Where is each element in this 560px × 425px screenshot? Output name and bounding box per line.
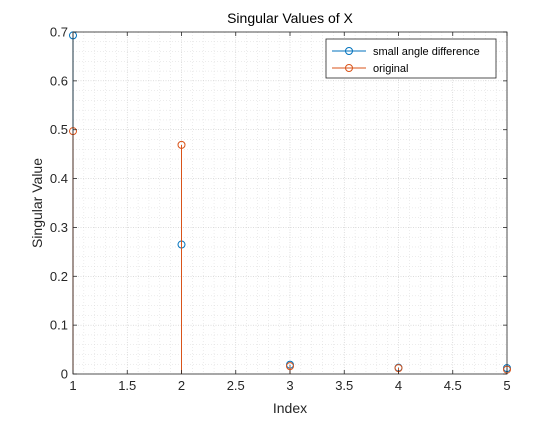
y-tick-label: 0.1	[50, 318, 68, 333]
y-axis-label: Singular Value	[29, 158, 45, 248]
y-tick-label: 0.6	[50, 73, 68, 88]
legend-label-original: original	[373, 63, 408, 75]
x-tick-label: 4.5	[444, 378, 462, 393]
y-tick-label: 0.2	[50, 269, 68, 284]
legend[interactable]: small angle difference original	[325, 38, 497, 79]
y-tick-label: 0.4	[50, 171, 68, 186]
stem-marker-original	[286, 362, 294, 371]
axis-tick-labels: 1 1.5 2 2.5 3 3.5 4 4.5 5 0 0.1 0.2 0.3 0.4 0.5 0.6 0.7	[50, 25, 511, 394]
y-tick-label: 0.7	[50, 25, 68, 40]
legend-marker-small-angle-difference	[345, 47, 353, 55]
x-tick-label: 3	[286, 378, 293, 393]
x-axis-label: Index	[273, 400, 307, 416]
x-tick-label: 5	[503, 378, 510, 393]
legend-marker-original	[345, 64, 353, 72]
x-tick-label: 4	[395, 378, 402, 393]
y-tick-label: 0.5	[50, 122, 68, 137]
legend-label-small-angle-difference: small angle difference	[373, 46, 480, 58]
chart-title: Singular Values of X	[227, 10, 353, 26]
x-tick-label: 1	[69, 378, 76, 393]
x-tick-label: 3.5	[335, 378, 353, 393]
stem-marker-original	[177, 140, 186, 149]
x-tick-label: 2.5	[227, 378, 245, 393]
minor-grid	[73, 32, 507, 374]
legend-box	[325, 38, 497, 79]
axis-ticks	[72, 31, 508, 375]
x-tick-label: 1.5	[118, 378, 136, 393]
y-tick-label: 0.3	[50, 220, 68, 235]
x-tick-label: 2	[178, 378, 185, 393]
y-tick-label: 0	[61, 367, 68, 382]
